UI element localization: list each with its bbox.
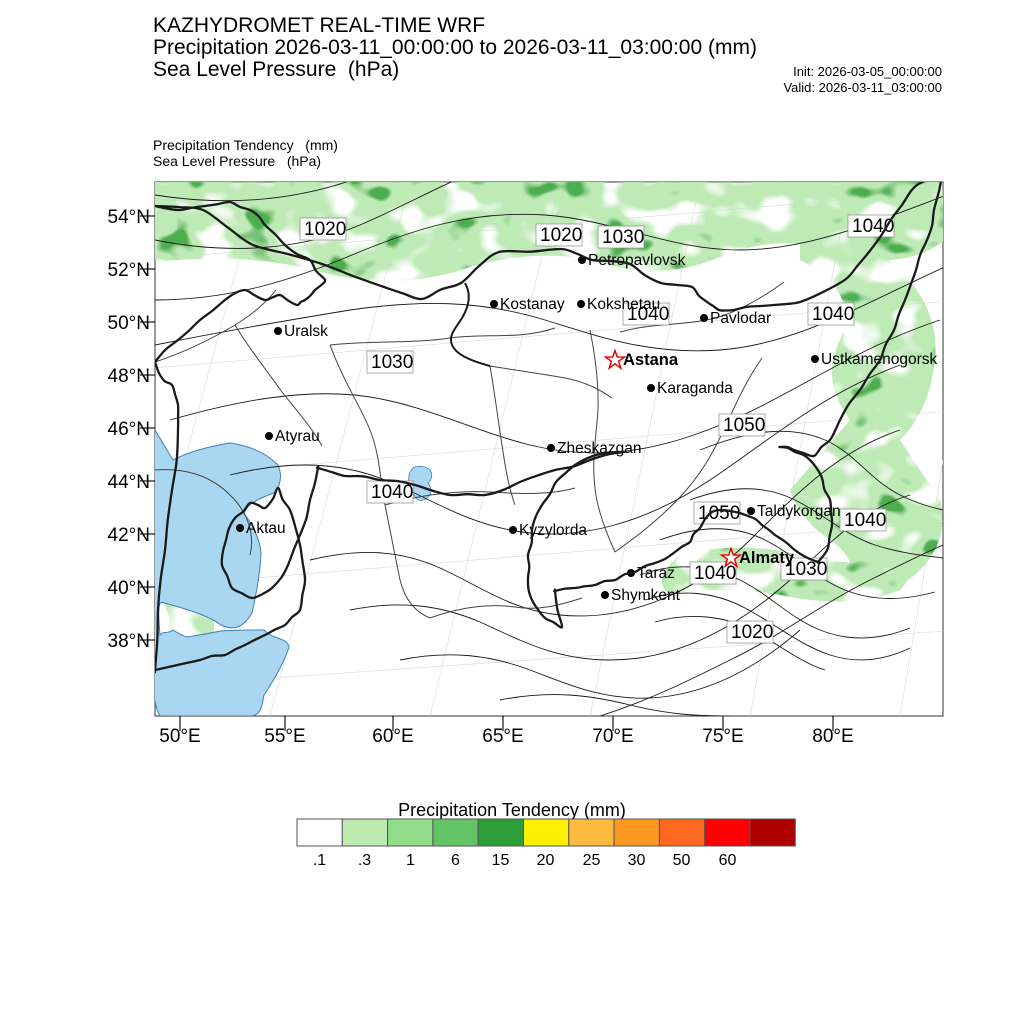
svg-text:Astana: Astana — [623, 351, 679, 369]
svg-text:Kyzylorda: Kyzylorda — [519, 522, 587, 539]
svg-text:Atyrau: Atyrau — [275, 428, 320, 445]
svg-text:Aktau: Aktau — [246, 520, 286, 537]
svg-text:1040: 1040 — [844, 510, 886, 531]
svg-text:1040: 1040 — [371, 482, 413, 503]
svg-text:Taldykorgan: Taldykorgan — [757, 503, 841, 520]
svg-text:Karaganda: Karaganda — [657, 380, 733, 397]
svg-text:1040: 1040 — [812, 304, 854, 325]
svg-text:1030: 1030 — [371, 352, 413, 373]
svg-text:1040: 1040 — [694, 563, 736, 584]
svg-text:Kostanay: Kostanay — [500, 296, 565, 313]
svg-text:1020: 1020 — [304, 219, 346, 240]
svg-text:1030: 1030 — [602, 227, 644, 248]
svg-text:Shymkent: Shymkent — [611, 587, 681, 604]
svg-text:Almaty: Almaty — [739, 549, 795, 567]
svg-text:1020: 1020 — [731, 622, 773, 643]
svg-text:1020: 1020 — [540, 225, 582, 246]
svg-text:1050: 1050 — [723, 415, 765, 436]
svg-text:Kokshetau: Kokshetau — [587, 296, 660, 313]
svg-text:Pavlodar: Pavlodar — [710, 310, 771, 327]
svg-text:Uralsk: Uralsk — [284, 323, 328, 340]
